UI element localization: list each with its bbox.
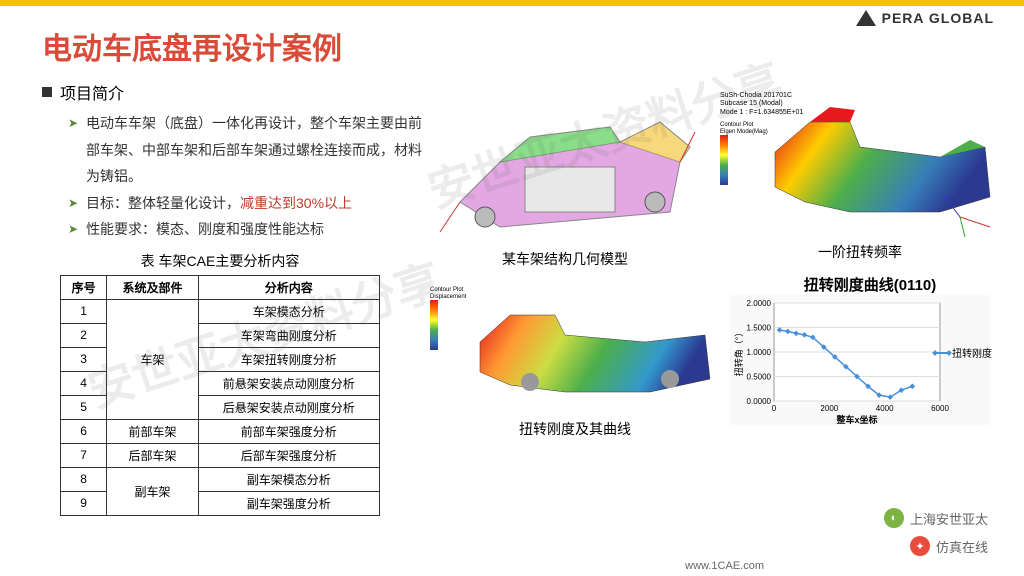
- badge: ◐上海安世亚太: [878, 506, 994, 530]
- wechat-icon: ◐: [884, 508, 904, 528]
- badge: ✦仿真在线: [904, 534, 994, 558]
- svg-text:0.0000: 0.0000: [747, 397, 772, 406]
- colorbar-icon: [430, 300, 438, 350]
- bullet-text: 性能要求：模态、刚度和强度性能达标: [86, 221, 324, 237]
- bullet-text: 目标：整体轻量化设计，: [86, 195, 240, 211]
- series-swatch-icon: [935, 352, 949, 354]
- svg-text:2.0000: 2.0000: [747, 299, 772, 308]
- sim-icon: ✦: [910, 536, 930, 556]
- bullet-list: 电动车车架（底盘）一体化再设计，整个车架主要由前部车架、中部车架和后部车架通过螺…: [68, 110, 428, 243]
- table-caption: 表 车架CAE主要分析内容: [60, 251, 380, 271]
- footer-link: www.1CAE.com: [685, 560, 764, 572]
- fig-caption: 某车架结构几何模型: [430, 249, 700, 269]
- top-accent-bar: [0, 0, 1024, 6]
- chart-title: 扭转刚度曲线(0110): [730, 274, 1010, 295]
- th: 系统及部件: [107, 275, 198, 299]
- logo-triangle-icon: [856, 10, 876, 26]
- svg-text:1.0000: 1.0000: [747, 348, 772, 357]
- chart-legend: 扭转刚度: [935, 345, 992, 360]
- section-header-text: 项目简介: [60, 80, 124, 104]
- svg-text:6000: 6000: [931, 404, 949, 413]
- bullet-square-icon: [42, 87, 52, 97]
- svg-text:2000: 2000: [820, 404, 838, 413]
- stiffness-contour: [470, 287, 720, 417]
- svg-text:0.5000: 0.5000: [747, 373, 772, 382]
- contour-legend: Contour Plot Displacement: [430, 287, 466, 350]
- fig-caption: 一阶扭转频率: [720, 242, 1000, 262]
- fig-geometry: 某车架结构几何模型: [430, 92, 700, 269]
- cae-table: 序号 系统及部件 分析内容 1车架车架模态分析2车架弯曲刚度分析3车架扭转刚度分…: [60, 275, 380, 516]
- svg-text:1.5000: 1.5000: [747, 324, 772, 333]
- th: 分析内容: [198, 275, 379, 299]
- badges: ◐上海安世亚太 ✦仿真在线: [878, 506, 994, 558]
- fig-mode: SuSh-Chodia 201701C Subcase 15 (Modal) M…: [720, 92, 1000, 262]
- page-title: 电动车底盘再设计案例: [42, 24, 1024, 68]
- logo-text: PERA GLOBAL: [882, 10, 994, 26]
- bullet-item: 电动车车架（底盘）一体化再设计，整个车架主要由前部车架、中部车架和后部车架通过螺…: [68, 110, 428, 190]
- bullet-item: 目标：整体轻量化设计，减重达到30%以上: [68, 190, 428, 217]
- fig-caption: 扭转刚度及其曲线: [430, 419, 720, 439]
- logo: PERA GLOBAL: [856, 10, 994, 26]
- bullet-item: 性能要求：模态、刚度和强度性能达标: [68, 216, 428, 243]
- bullet-highlight: 减重达到30%以上: [240, 195, 352, 211]
- line-chart: 0.0000 0.5000 1.0000 1.5000 2.0000 0 2000 4000 6…: [730, 295, 990, 425]
- mode-contour: [760, 92, 1000, 242]
- svg-text:整车x坐标: 整车x坐标: [835, 414, 877, 425]
- svg-text:扭转角（°）: 扭转角（°）: [733, 328, 744, 377]
- th: 序号: [61, 275, 107, 299]
- bullet-text: 电动车车架（底盘）一体化再设计，整个车架主要由前部车架、中部车架和后部车架通过螺…: [86, 115, 422, 184]
- svg-text:0: 0: [772, 404, 777, 413]
- svg-text:4000: 4000: [876, 404, 894, 413]
- fig-chart: 扭转刚度曲线(0110) 0.0000 0.5000 1.0000 1.5000 2.0…: [730, 274, 1010, 425]
- colorbar-icon: [720, 135, 728, 185]
- fig-stiffness: Contour Plot Displacement 扭转刚度及其曲线: [430, 287, 720, 439]
- geometry-model: [430, 92, 700, 247]
